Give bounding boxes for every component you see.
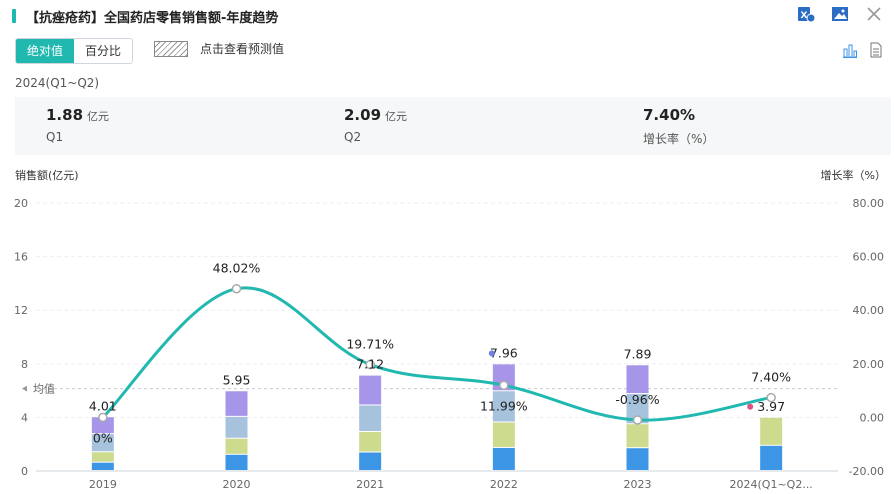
percentage-tab[interactable]: 百分比 [74, 39, 133, 63]
bar-segment [225, 391, 248, 416]
y2-tick-label: 80.00 [853, 197, 885, 210]
x-tick-label: 2020 [223, 478, 251, 491]
bar-segment [225, 438, 248, 454]
summary-q1-label: Q1 [46, 130, 64, 144]
table-view-icon[interactable] [868, 42, 886, 60]
header-actions: X [796, 4, 884, 24]
hatch-pattern-icon [154, 40, 188, 57]
growth-label: 0% [93, 430, 113, 445]
legend-dot [488, 350, 495, 357]
bar-segment [359, 405, 382, 432]
growth-label: 48.02% [213, 261, 261, 276]
chart-header: 【抗痤疮药】全国药店零售销售额-年度趋势 [12, 6, 278, 26]
bar-segment [760, 417, 783, 445]
y-tick-label: 0 [21, 465, 28, 478]
summary-growth: 7.40% 增长率（%） [643, 105, 714, 147]
bar-segment [359, 432, 382, 452]
bar-total-label: 5.95 [223, 372, 251, 387]
growth-label: -0.96% [615, 392, 659, 407]
y-tick-label: 12 [14, 304, 28, 317]
bar-total-label: 3.97 [757, 399, 785, 414]
average-label: 均值 [33, 383, 55, 396]
growth-point [231, 283, 242, 294]
value-mode-toggle: 绝对值 百分比 [15, 38, 134, 64]
forecast-toggle[interactable]: 点击查看预测值 [154, 40, 284, 57]
x-tick-label: 2021 [356, 478, 384, 491]
svg-text:X: X [801, 11, 808, 21]
bar-total-label: 7.12 [356, 357, 384, 372]
summary-q1-unit: 亿元 [87, 110, 110, 123]
growth-label: 11.99% [480, 398, 528, 413]
y2-tick-label: 0.00 [860, 411, 885, 424]
y2-tick-label: 20.00 [853, 358, 885, 371]
summary-q2: 2.09 亿元 Q2 [344, 105, 407, 144]
summary-growth-label: 增长率（%） [643, 132, 715, 146]
y-tick-label: 4 [21, 411, 28, 424]
bar-segment [359, 452, 382, 470]
growth-label: 19.71% [346, 337, 394, 352]
bar-segment [91, 417, 114, 434]
growth-point [766, 392, 776, 403]
y2-axis-title: 增长率（%） [820, 169, 886, 182]
growth-point [98, 412, 108, 423]
growth-point [632, 415, 643, 425]
title-accent-bar [12, 9, 16, 23]
summary-q2-label: Q2 [344, 130, 362, 144]
summary-panel: 1.88 亿元 Q1 2.09 亿元 Q2 7.40% 增长率（%） [15, 97, 891, 155]
bar-segment [91, 452, 114, 462]
x-tick-label: 2019 [89, 478, 117, 491]
bar-segment [626, 394, 649, 424]
x-tick-label: 2023 [624, 478, 652, 491]
y-axis-title: 销售额(亿元) [15, 169, 79, 182]
bar-segment [492, 391, 515, 422]
excel-export-icon[interactable]: X [796, 4, 816, 24]
x-tick-label: 2024(Q1~Q2... [730, 478, 813, 491]
y2-tick-label: 60.00 [853, 251, 885, 264]
summary-q1-value: 1.88 [46, 106, 84, 124]
y2-tick-label: -20.00 [849, 465, 884, 478]
bar-segment [91, 462, 114, 470]
y-tick-label: 8 [21, 358, 28, 371]
y2-tick-label: 40.00 [853, 304, 885, 317]
growth-label: 7.40% [751, 370, 791, 385]
growth-point [365, 359, 375, 370]
x-tick-label: 2022 [490, 478, 518, 491]
average-marker-icon [22, 385, 27, 392]
summary-period: 2024(Q1~Q2) [15, 76, 100, 90]
y-tick-label: 16 [14, 251, 28, 264]
bar-total-label: 7.96 [490, 345, 518, 360]
close-icon[interactable] [864, 4, 884, 24]
bar-segment [626, 448, 649, 470]
y-tick-label: 20 [14, 197, 28, 210]
chart-title: 【抗痤疮药】全国药店零售销售额-年度趋势 [26, 10, 279, 26]
bar-segment [91, 434, 114, 452]
image-export-icon[interactable] [830, 4, 850, 24]
absolute-value-tab[interactable]: 绝对值 [16, 39, 75, 63]
bar-segment [626, 424, 649, 448]
bar-segment [626, 365, 649, 394]
legend-dot [747, 403, 754, 410]
bar-segment [225, 416, 248, 438]
growth-point [499, 380, 509, 391]
bar-segment [225, 454, 248, 470]
summary-growth-value: 7.40% [643, 106, 696, 124]
bar-total-label: 4.01 [89, 398, 117, 413]
bar-chart-icon[interactable] [842, 42, 860, 60]
bar-segment [760, 445, 783, 470]
summary-q1: 1.88 亿元 Q1 [46, 105, 109, 144]
forecast-label: 点击查看预测值 [200, 42, 285, 56]
summary-q2-unit: 亿元 [385, 110, 408, 123]
growth-line [101, 286, 772, 422]
bar-segment [492, 422, 515, 447]
view-switch [842, 42, 886, 60]
summary-q2-value: 2.09 [344, 106, 382, 124]
bar-segment [492, 447, 515, 470]
bar-total-label: 7.89 [624, 346, 652, 361]
bar-segment [359, 375, 382, 405]
